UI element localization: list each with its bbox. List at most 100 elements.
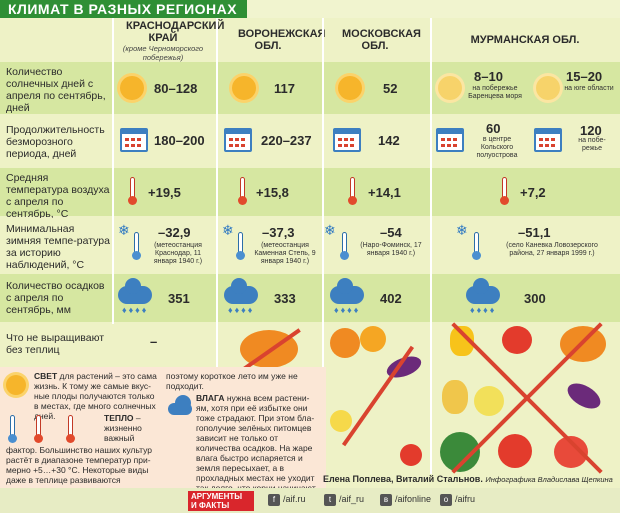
logo-line-1: АРГУМЕНТЫ [191,492,243,501]
min-krasnodar-value: –32,9 [158,225,191,240]
rain-voronezh-value: 333 [274,291,296,306]
regions-header: КРАСНОДАРСКИЙ КРАЙ (кроме Черноморского … [0,18,620,62]
frost-krasnodar-value: 180–200 [154,133,205,148]
thermometer-icon [348,177,357,205]
nogrow-krasnodar-value: – [150,334,158,349]
frost-murmansk-coast-value: 120 [580,123,602,138]
credits: Елена Поплева, Виталий Стальнов. Инфогра… [323,474,613,484]
thermometer-icon [238,177,247,205]
avg-krasnodar-value: +19,5 [148,185,181,200]
calendar-icon [333,128,361,152]
cross-mark [341,345,415,447]
info-heat-title: ТЕПЛО [104,413,134,423]
lemon-icon [330,410,352,432]
calendar-icon [120,128,148,152]
rain-drops-icon: ♦♦♦♦ [334,305,361,315]
sun-icon [120,76,144,100]
aif-logo[interactable]: АРГУМЕНТЫ И ФАКТЫ [188,491,254,511]
tomato-icon [400,444,422,466]
cold-thermometer-icon [132,232,141,260]
region-murmansk-name: МУРМАНСКАЯ ОБЛ. [470,34,580,46]
sun-murmansk-south-note: на юге области [564,85,614,92]
info-panel: СВЕТ для растений – это сама жизнь. К то… [0,367,326,503]
min-voronezh-note: (метеостанция Каменная Степь, 9 января 1… [254,242,316,265]
sun-murmansk-coast-value: 8–10 [474,69,503,84]
logo-line-2: И ФАКТЫ [191,501,230,510]
column-divider [112,18,114,324]
rain-krasnodar-value: 351 [168,291,190,306]
region-krasnodar-header: КРАСНОДАРСКИЙ КРАЙ (кроме Черноморского … [112,18,225,62]
frost-murmansk-center-value: 60 [486,121,501,136]
avg-moscow-value: +14,1 [368,185,401,200]
melon-icon [360,326,386,352]
frost-moscow-value: 142 [378,133,400,148]
twitter-icon: t [324,494,336,506]
avg-murmansk-value: +7,2 [520,185,546,200]
info-light-title: СВЕТ [34,371,58,381]
snowflake-icon: ❄ [456,222,468,238]
frost-murmansk-coast-note: на побе-режье [578,137,606,152]
rain-cloud-icon [168,395,192,415]
region-krasnodar-note: (кроме Черноморского побережья) [122,44,204,62]
row-min-temp-label: Минимальная зимняя темпе-ратура за истор… [6,223,110,271]
info-moisture-title: ВЛАГА [196,393,225,403]
sun-pale-icon [536,76,560,100]
row-avg-temp-label: Средняя температура воздуха с апреля по … [6,172,110,220]
social-twitter-label: /aif_ru [339,494,365,504]
min-voronezh-value: –37,3 [262,225,295,240]
facebook-icon: f [268,494,280,506]
row-avg-temp: Средняя температура воздуха с апреля по … [0,168,620,220]
min-murmansk-value: –51,1 [518,225,551,240]
region-moscow-header: МОСКОВСКАЯ ОБЛ. [322,18,428,62]
thermometer-icon [128,177,137,205]
ok-icon: o [440,494,452,506]
region-voronezh-name: ВОРОНЕЖСКАЯ ОБЛ. [238,28,326,52]
lemon-icon [474,386,504,416]
rain-moscow-value: 402 [380,291,402,306]
social-ok-label: /aifru [455,494,476,504]
row-rain: Количество осадков с апреля по сентябрь,… [0,274,620,322]
sun-murmansk-south-value: 15–20 [566,69,603,84]
info-moisture-text: ВЛАГА нужна всем растени-ям, хотя при её… [196,393,322,503]
row-min-temp: Минимальная зимняя темпе-ратура за истор… [0,218,620,272]
rain-cloud-icon [330,278,364,304]
sun-murmansk-coast-note: на побережье Баренцева моря [468,85,522,100]
eggplant-icon [563,378,605,414]
title-bar: КЛИМАТ В РАЗНЫХ РЕГИОНАХ [0,0,620,18]
apple-icon [498,434,532,468]
rain-drops-icon: ♦♦♦♦ [122,305,149,315]
info-moisture-body: нужна всем растени-ям, хотя при её избыт… [196,393,316,503]
region-krasnodar-name: КРАСНОДАРСКИЙ КРАЙ [126,20,225,44]
row-frost-label: Продолжительность безморозного периода, … [6,124,105,160]
snowflake-icon: ❄ [324,222,336,238]
pear-icon [442,380,468,414]
info-light-body: для растений – это сама жизнь. К тому же… [34,371,157,421]
footer: АРГУМЕНТЫ И ФАКТЫ f/aif.ru t/aif_ru в/ai… [0,488,620,513]
social-vk-link[interactable]: в/aifonline [380,494,431,506]
rain-cloud-icon [118,278,152,304]
cold-thermometer-icon [472,232,481,260]
thermometer-icon [500,177,509,205]
vk-icon: в [380,494,392,506]
cold-thermometer-icon [340,232,349,260]
calendar-icon [534,128,562,152]
tomato-icon [502,326,532,354]
region-voronezh-header: ВОРОНЕЖСКАЯ ОБЛ. [216,18,326,62]
row-sun: Количество солнечных дней с апреля по се… [0,62,620,114]
min-moscow-note: (Наро-Фоминск, 17 января 1940 г.) [360,242,422,257]
cold-thermometer-icon [8,415,17,443]
sun-krasnodar-value: 80–128 [154,81,198,96]
social-facebook-link[interactable]: f/aif.ru [268,494,306,506]
sun-icon [6,375,26,395]
rain-drops-icon: ♦♦♦♦ [228,305,255,315]
frost-murmansk-center-note: в центре Кольского полуострова [476,136,518,159]
social-ok-link[interactable]: o/aifru [440,494,475,506]
social-twitter-link[interactable]: t/aif_ru [324,494,364,506]
min-murmansk-note: (село Каневка Ловозерского района, 27 ян… [506,242,598,257]
rain-drops-icon: ♦♦♦♦ [470,305,497,315]
info-continued-text: поэтому короткое лето им уже не подходит… [166,371,298,391]
rain-cloud-icon [466,278,500,304]
avg-voronezh-value: +15,8 [256,185,289,200]
page-title: КЛИМАТ В РАЗНЫХ РЕГИОНАХ [0,0,248,18]
snowflake-icon: ❄ [222,222,234,238]
